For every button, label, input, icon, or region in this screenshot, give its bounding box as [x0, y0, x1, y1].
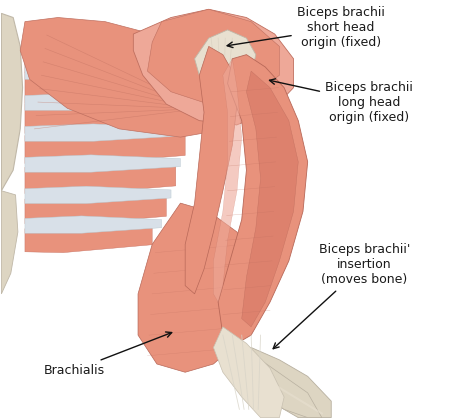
Polygon shape: [25, 133, 185, 164]
Polygon shape: [242, 71, 298, 327]
Polygon shape: [25, 196, 166, 225]
Polygon shape: [25, 124, 185, 141]
Polygon shape: [25, 62, 181, 79]
Polygon shape: [246, 360, 322, 418]
Polygon shape: [147, 9, 279, 104]
Polygon shape: [25, 225, 152, 253]
Polygon shape: [1, 13, 23, 191]
Polygon shape: [138, 203, 256, 372]
Polygon shape: [20, 18, 246, 137]
Polygon shape: [25, 39, 181, 73]
Text: Biceps brachii'
insertion
(moves bone): Biceps brachii' insertion (moves bone): [273, 243, 410, 349]
Polygon shape: [25, 101, 190, 134]
Polygon shape: [25, 164, 176, 194]
Polygon shape: [25, 70, 190, 104]
Polygon shape: [1, 191, 18, 294]
Polygon shape: [25, 93, 185, 110]
Polygon shape: [213, 327, 284, 418]
Text: Biceps brachii
long head
origin (fixed): Biceps brachii long head origin (fixed): [270, 79, 413, 124]
Polygon shape: [237, 347, 331, 418]
Polygon shape: [133, 9, 293, 125]
Polygon shape: [195, 30, 256, 88]
Text: Brachialis: Brachialis: [44, 332, 172, 377]
Polygon shape: [185, 47, 237, 294]
Text: Biceps brachii
short head
origin (fixed): Biceps brachii short head origin (fixed): [227, 6, 384, 49]
Polygon shape: [218, 54, 308, 343]
Polygon shape: [25, 155, 181, 172]
Polygon shape: [25, 216, 162, 233]
Polygon shape: [213, 59, 242, 302]
Polygon shape: [25, 186, 171, 204]
